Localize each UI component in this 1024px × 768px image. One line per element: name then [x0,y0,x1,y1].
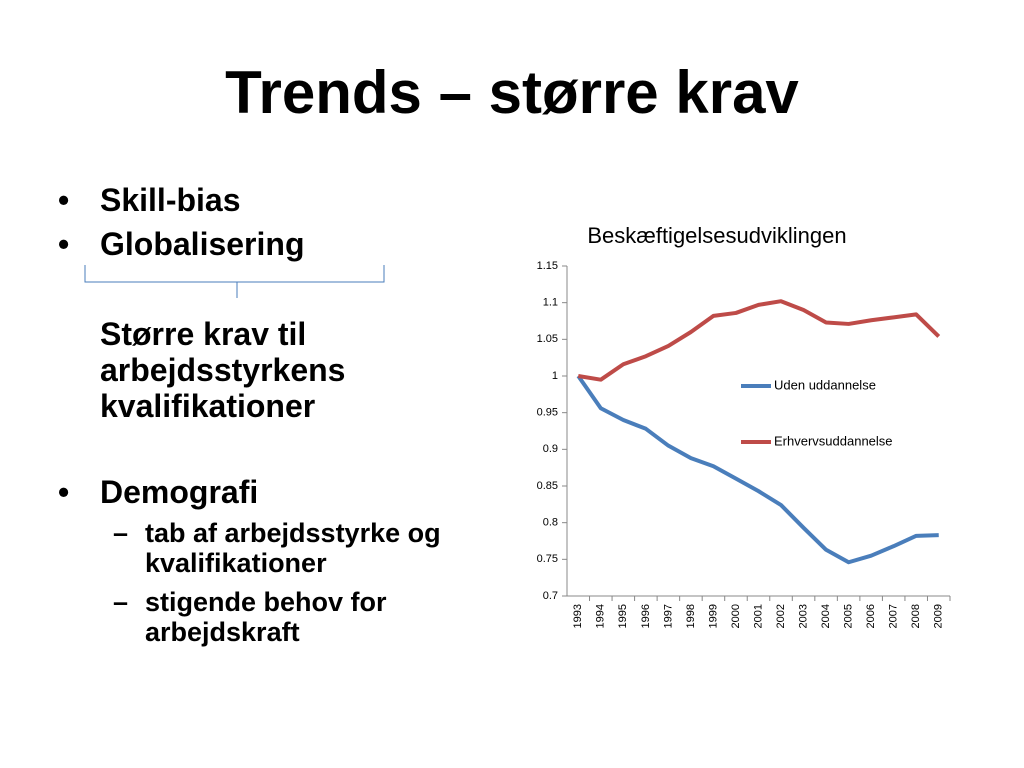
bullet: Skill-bias [58,180,240,220]
legend-label: Uden uddannelse [774,377,876,392]
sub-bullet: stigende behov for arbejdskraft [113,587,465,647]
x-tick-label: 1993 [572,604,584,628]
x-tick-label: 1996 [640,604,652,628]
y-tick-label: 0.9 [543,443,558,455]
x-tick-label: 2004 [820,604,832,628]
y-tick-label: 0.85 [537,480,558,492]
x-tick-label: 2006 [865,604,877,628]
x-tick-label: 2000 [730,604,742,628]
bullet: Globalisering [58,224,305,264]
series-line [577,299,941,382]
conclusion: Større krav til arbejdsstyrkens kvalifik… [100,316,346,424]
x-tick-label: 1999 [707,604,719,628]
x-tick-label: 2003 [797,604,809,628]
y-tick-label: 1.15 [537,260,558,272]
x-tick-label: 2005 [843,604,855,628]
y-tick-label: 0.7 [543,590,558,602]
bullet: Demografi [58,472,258,512]
x-tick-label: 2002 [775,604,787,628]
slide-title: Trends – større krav [225,59,799,126]
y-tick-label: 1.05 [537,333,558,345]
chart-title: Beskæftigelsesudviklingen [587,223,846,248]
sub-bullet: tab af arbejdsstyrke og kvalifikationer [113,518,465,578]
brace [84,265,385,298]
x-tick-label: 1995 [617,604,629,628]
y-tick-label: 0.75 [537,553,558,565]
x-tick-label: 2008 [910,604,922,628]
x-tick-label: 1998 [685,604,697,628]
x-tick-label: 2001 [752,604,764,628]
y-tick-label: 1.1 [543,297,558,309]
series-line [576,374,939,565]
brace-line [84,265,385,283]
y-tick-label: 1 [552,370,558,382]
y-tick-label: 0.8 [543,517,558,529]
x-tick-label: 1997 [662,604,674,628]
x-tick-label: 1994 [595,604,607,628]
x-tick-label: 2009 [933,604,945,628]
x-tick-label: 2007 [888,604,900,628]
legend-label: Erhvervsuddannelse [774,433,893,448]
y-tick-label: 0.95 [537,407,558,419]
